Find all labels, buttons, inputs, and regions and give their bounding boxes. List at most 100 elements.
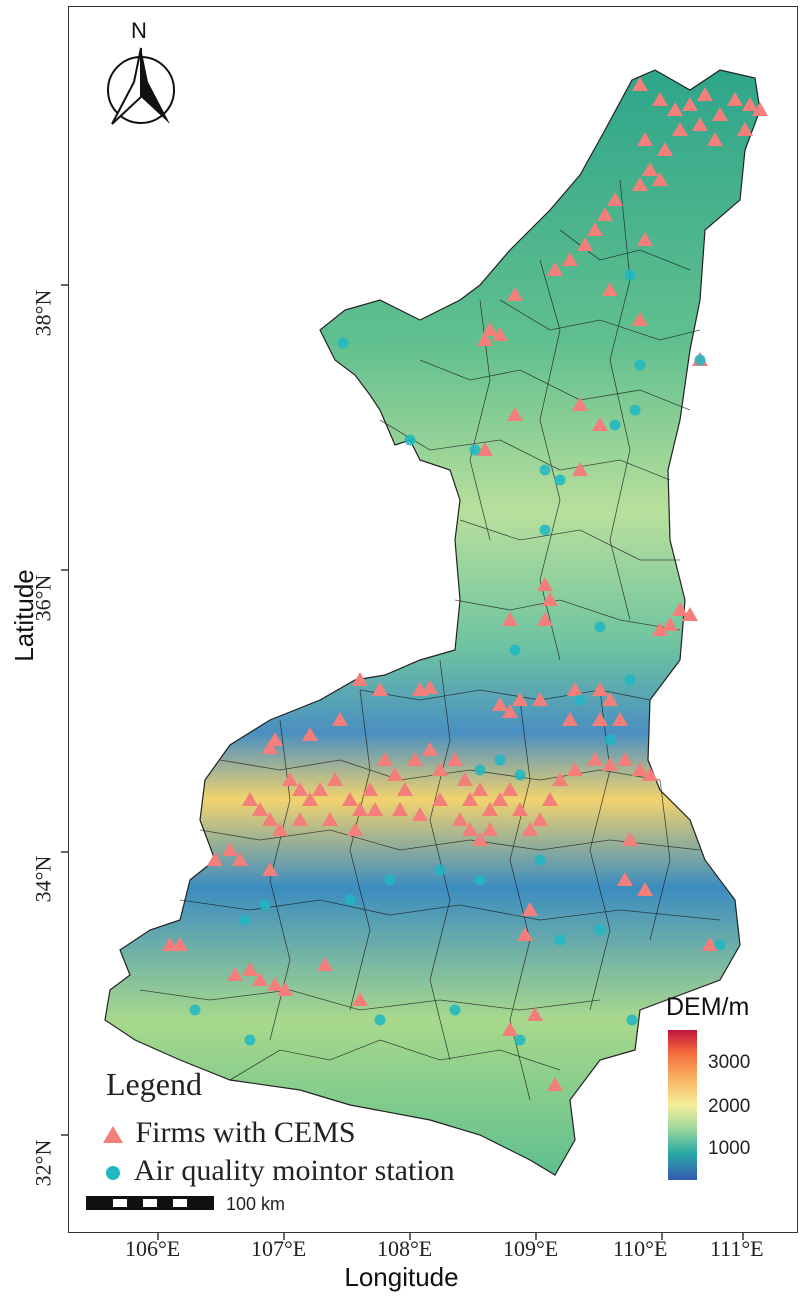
firm-marker	[422, 742, 438, 756]
firm-marker	[702, 937, 718, 951]
firm-marker	[322, 812, 338, 826]
shaanxi-province-outline	[104, 69, 761, 1176]
x-axis-title: Longitude	[344, 1262, 459, 1292]
lon-tick-106: 106°E	[125, 1236, 181, 1261]
firm-marker	[407, 752, 423, 766]
firm-marker	[527, 1007, 543, 1021]
firm-marker	[462, 822, 478, 836]
station-marker	[574, 694, 586, 706]
firm-marker	[602, 692, 618, 706]
firm-marker	[242, 792, 258, 806]
firm-marker	[652, 622, 668, 636]
station-marker	[344, 894, 356, 906]
firm-marker	[347, 822, 363, 836]
firm-marker	[632, 77, 648, 91]
firm-marker	[477, 442, 493, 456]
firm-marker	[262, 812, 278, 826]
station-marker	[539, 464, 551, 476]
colorbar-gradient	[668, 1030, 697, 1180]
firm-marker	[572, 397, 588, 411]
firm-marker	[267, 977, 283, 991]
station-marker	[239, 914, 251, 926]
firm-marker	[622, 832, 638, 846]
firm-marker	[667, 102, 683, 116]
firm-marker	[332, 712, 348, 726]
firm-marker	[587, 752, 603, 766]
firm-marker	[637, 132, 653, 146]
firm-marker	[482, 802, 498, 816]
north-arrow-icon	[107, 47, 175, 125]
firm-marker	[682, 607, 698, 621]
scale-bar	[85, 1194, 217, 1219]
colorbar-tick-1000: 1000	[708, 1138, 751, 1159]
firm-marker	[637, 232, 653, 246]
firm-marker	[547, 1077, 563, 1091]
firm-marker	[752, 102, 768, 116]
lon-tick-109: 109°E	[503, 1236, 559, 1261]
firm-marker	[317, 957, 333, 971]
firm-marker	[547, 262, 563, 276]
lon-tick-108: 108°E	[377, 1236, 433, 1261]
firm-marker	[537, 612, 553, 626]
firm-marker	[387, 767, 403, 781]
air-quality-station-markers	[189, 269, 726, 1046]
firm-marker	[507, 407, 523, 421]
firm-marker	[532, 812, 548, 826]
firm-marker	[522, 822, 538, 836]
station-marker	[244, 1034, 256, 1046]
firm-marker	[367, 802, 383, 816]
firm-marker	[657, 142, 673, 156]
lat-tick-34: 34°N	[30, 855, 56, 903]
firm-marker	[712, 107, 728, 121]
firm-marker	[262, 740, 278, 754]
firm-marker	[632, 177, 648, 191]
station-marker	[534, 854, 546, 866]
firm-marker	[492, 792, 508, 806]
firm-marker	[482, 822, 498, 836]
firm-marker	[372, 682, 388, 696]
firm-marker	[642, 162, 658, 176]
station-marker	[554, 934, 566, 946]
firm-marker	[262, 862, 278, 876]
station-marker	[624, 674, 636, 686]
firm-marker	[492, 327, 508, 341]
colorbar-title: DEM/m	[666, 993, 750, 1021]
firm-marker	[377, 752, 393, 766]
firm-marker	[562, 712, 578, 726]
station-marker	[539, 524, 551, 536]
firm-marker	[457, 772, 473, 786]
firms-with-cems-markers	[162, 77, 768, 1091]
firm-marker	[472, 782, 488, 796]
firm-marker	[602, 757, 618, 771]
firm-marker	[232, 852, 248, 866]
station-marker	[514, 769, 526, 781]
station-marker	[509, 644, 521, 656]
firm-marker	[352, 802, 368, 816]
station-marker	[626, 1014, 638, 1026]
firm-marker	[632, 762, 648, 776]
legend-label-stations: Air quality mointor station	[133, 1154, 455, 1187]
lat-tick-32: 32°N	[30, 1139, 56, 1187]
firm-marker	[592, 712, 608, 726]
firm-marker	[292, 782, 308, 796]
firm-marker	[507, 287, 523, 301]
station-marker	[554, 474, 566, 486]
firm-marker	[532, 692, 548, 706]
station-marker	[514, 1034, 526, 1046]
y-axis-title: Latitude	[8, 569, 39, 662]
firm-marker	[552, 772, 568, 786]
firm-marker	[452, 812, 468, 826]
axis-ticks	[61, 284, 744, 1240]
firm-marker	[592, 682, 608, 696]
firm-marker	[617, 752, 633, 766]
station-marker	[469, 444, 481, 456]
firm-marker	[412, 807, 428, 821]
firm-marker	[342, 792, 358, 806]
station-marker	[629, 404, 641, 416]
lon-tick-110: 110°E	[613, 1236, 668, 1261]
firm-marker	[617, 872, 633, 886]
firm-marker	[632, 312, 648, 326]
firm-marker	[587, 222, 603, 236]
firm-marker	[542, 592, 558, 606]
firm-marker	[692, 117, 708, 131]
